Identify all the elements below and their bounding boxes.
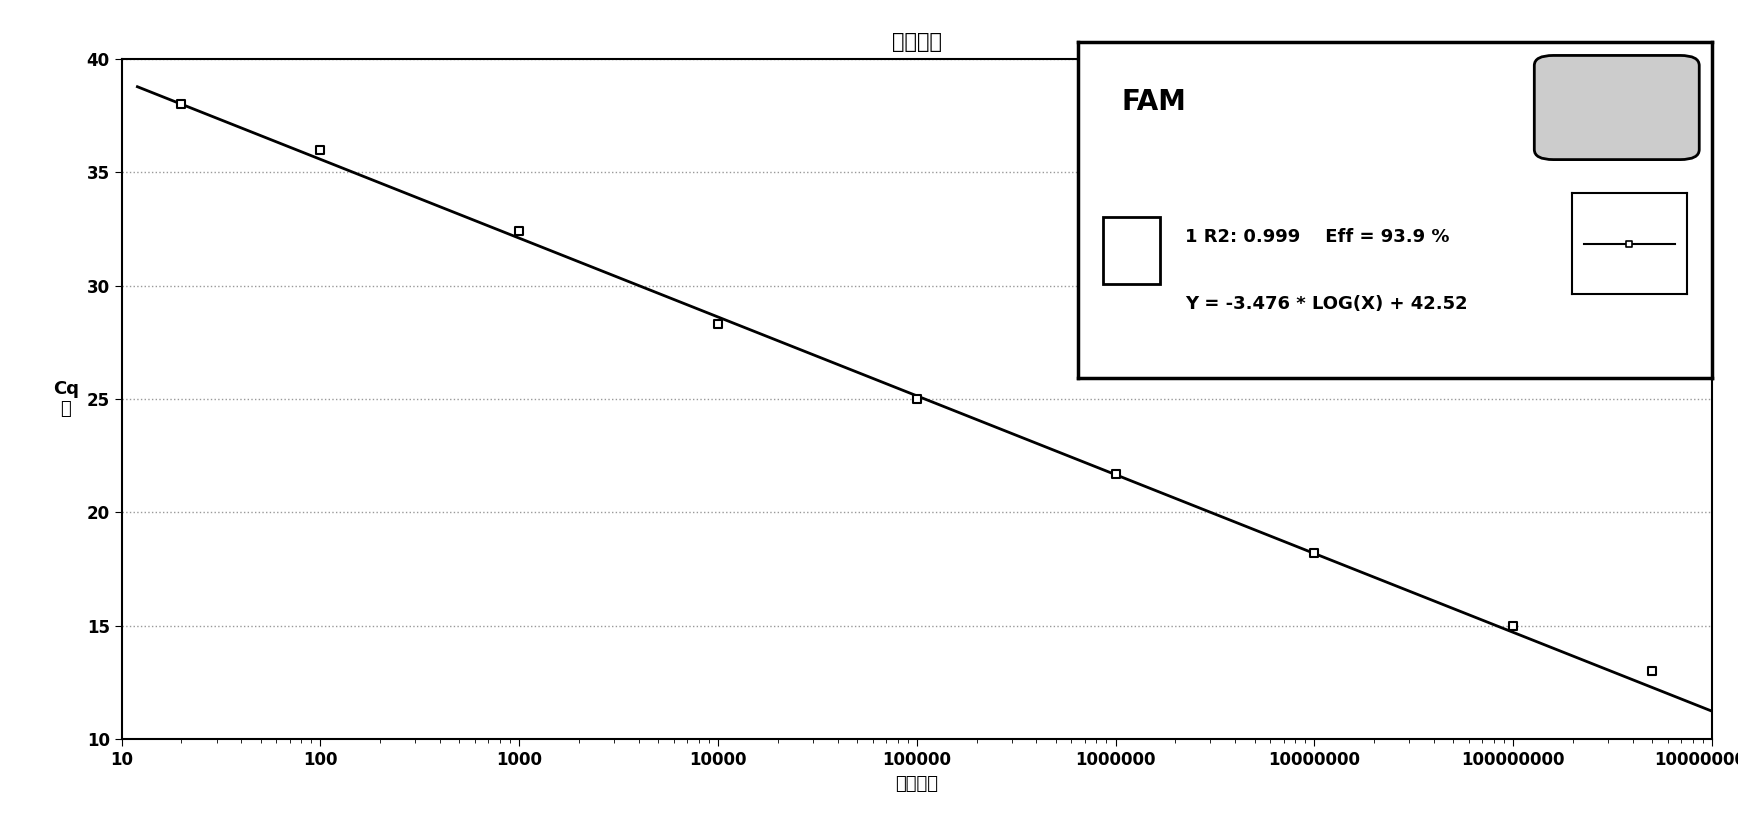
Point xyxy=(704,318,732,331)
Point xyxy=(306,143,334,156)
Point xyxy=(167,97,195,111)
X-axis label: 起始质量: 起始质量 xyxy=(895,774,939,793)
Text: ✓: ✓ xyxy=(1126,244,1137,257)
FancyBboxPatch shape xyxy=(1535,55,1700,160)
Point xyxy=(1300,547,1328,560)
Point xyxy=(1102,467,1130,480)
Point xyxy=(904,392,932,406)
Text: FAM: FAM xyxy=(1123,88,1187,117)
Bar xyxy=(1104,217,1159,284)
Point xyxy=(1639,664,1667,678)
Text: Hide: Hide xyxy=(1599,101,1634,114)
Text: 1 R2: 0.999    Eff = 93.9 %: 1 R2: 0.999 Eff = 93.9 % xyxy=(1185,228,1449,246)
Text: Y = -3.476 * LOG(X) + 42.52: Y = -3.476 * LOG(X) + 42.52 xyxy=(1185,295,1469,313)
Point xyxy=(1616,237,1644,250)
Title: 标准曲线: 标准曲线 xyxy=(892,32,942,52)
Point xyxy=(1500,619,1528,633)
Point xyxy=(506,224,534,238)
Y-axis label: Cq
值: Cq 值 xyxy=(52,380,78,418)
